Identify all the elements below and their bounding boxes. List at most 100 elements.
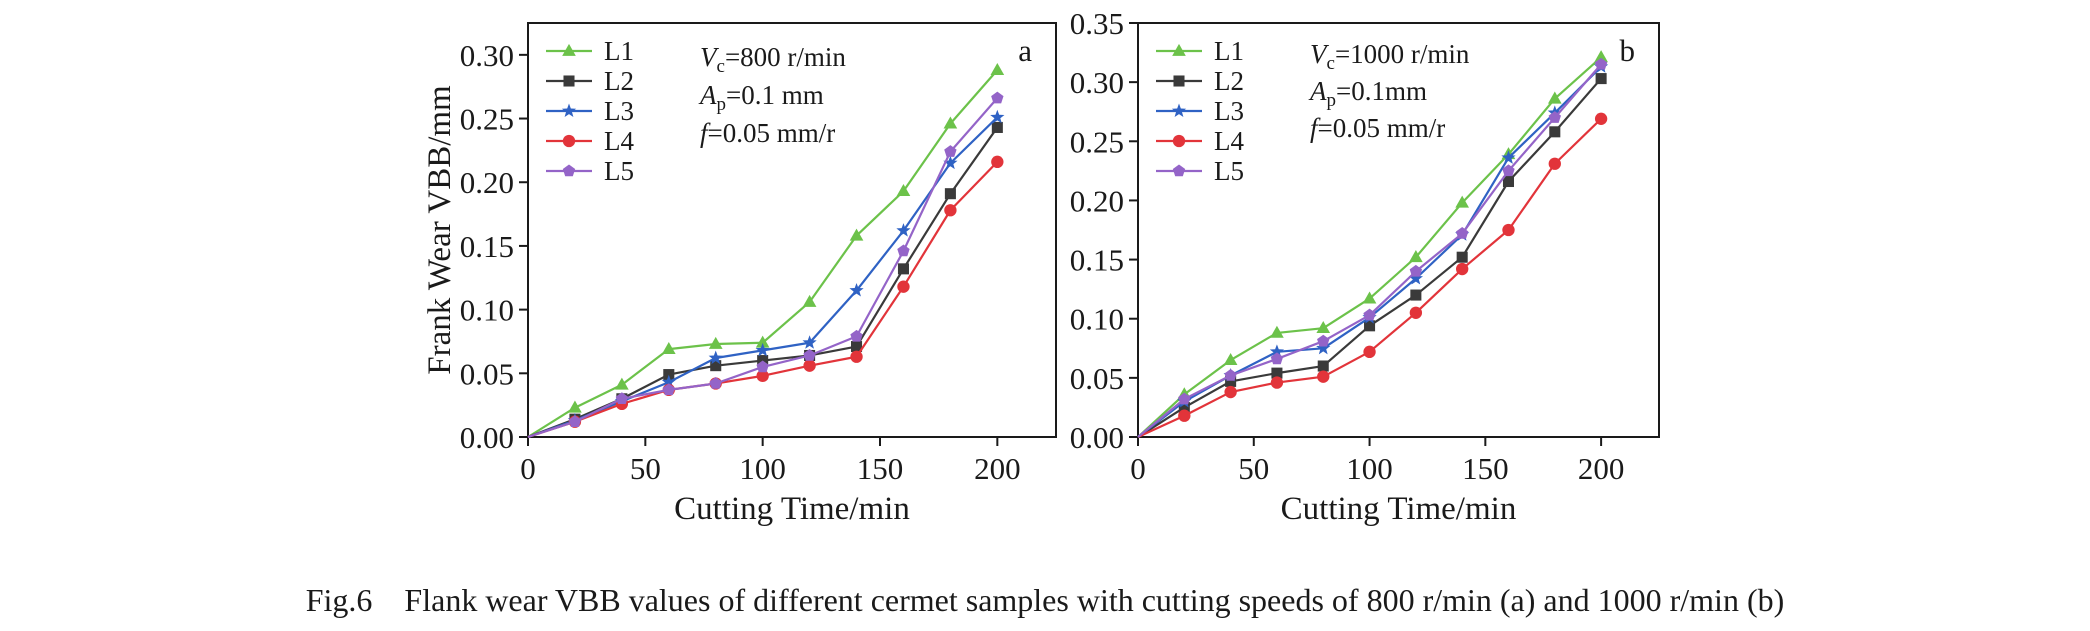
x-tick-label: 200 <box>1578 451 1625 486</box>
y-axis-title: Frank Wear VBB/mm <box>422 85 458 375</box>
legend-marker <box>562 43 576 56</box>
data-point-L5 <box>991 91 1004 104</box>
data-point-L5 <box>756 360 769 373</box>
legend-label: L2 <box>1214 66 1244 96</box>
data-point-L3 <box>896 223 911 237</box>
data-point-L5 <box>1456 227 1469 239</box>
data-point-L5 <box>662 383 675 396</box>
y-tick-label: 0.00 <box>1070 420 1124 455</box>
x-tick-label: 200 <box>974 451 1021 486</box>
legend-item-L5: L5 <box>546 156 634 186</box>
data-point-L4 <box>1363 345 1376 359</box>
data-point-L3 <box>849 283 864 297</box>
data-point-L4 <box>991 155 1004 169</box>
data-point-L2 <box>1364 320 1376 332</box>
data-point-L1 <box>896 183 911 197</box>
legend-marker <box>1171 103 1187 118</box>
x-tick-label: 0 <box>520 451 536 486</box>
data-point-L4 <box>897 280 910 293</box>
parameter-f: f=0.05 mm/r <box>1310 113 1445 143</box>
data-point-L4 <box>1270 376 1284 389</box>
y-tick-label: 0.05 <box>460 356 514 391</box>
data-point-L5 <box>897 244 910 257</box>
data-point-L3 <box>755 342 770 357</box>
data-point-L5 <box>1548 111 1561 123</box>
data-point-L2 <box>991 121 1003 133</box>
parameter-vc: Vc=1000 r/min <box>1310 39 1470 74</box>
data-point-L3 <box>1269 344 1285 358</box>
series-L5 <box>1137 57 1608 438</box>
data-point-L3 <box>990 109 1005 124</box>
data-point-L3 <box>708 350 723 365</box>
data-point-L5 <box>944 145 957 157</box>
y-tick-label: 0.30 <box>1070 65 1124 100</box>
data-point-L5 <box>709 377 722 389</box>
legend-label: L2 <box>604 66 634 96</box>
x-tick-label: 50 <box>1238 451 1269 486</box>
series-L2 <box>527 121 1003 439</box>
data-point-L1 <box>708 336 723 349</box>
x-tick-label: 100 <box>1346 451 1393 486</box>
legend-item-L5: L5 <box>1156 156 1244 186</box>
legend-marker <box>562 164 576 177</box>
chart-panel-b: 0 50 100 150 200 0.00 0.05 0.10 0.15 0.20 0.25 0.30… <box>1070 6 1660 527</box>
data-point-L5 <box>1178 392 1191 405</box>
series-line-L5 <box>527 97 999 439</box>
series-line-L2 <box>527 126 999 439</box>
x-axis-title: Cutting Time/min <box>674 491 910 527</box>
y-tick-label: 0.05 <box>1070 361 1124 396</box>
data-point-L1 <box>1270 325 1284 338</box>
data-point-L4 <box>1178 409 1191 422</box>
y-tick-label: 0.15 <box>460 229 514 264</box>
y-tick-label: 0.35 <box>1070 6 1124 41</box>
legend-marker <box>561 103 577 118</box>
data-point-L1 <box>568 400 582 413</box>
data-point-L4 <box>1456 262 1469 276</box>
data-point-L1 <box>849 228 864 241</box>
data-point-L4 <box>1224 385 1237 399</box>
data-point-L4 <box>1409 306 1423 319</box>
series-L1 <box>1137 50 1608 438</box>
panel-label: a <box>1018 33 1032 68</box>
data-point-L3 <box>1501 150 1516 164</box>
legend-marker <box>1172 164 1186 177</box>
legend-item-L3: L3 <box>546 96 634 126</box>
data-point-L2 <box>1595 73 1607 85</box>
x-tick-label: 150 <box>857 451 904 486</box>
x-tick-label: 50 <box>630 451 661 486</box>
legend-label: L4 <box>1214 126 1244 156</box>
data-point-L1 <box>1223 352 1238 365</box>
data-point-L1 <box>661 341 676 354</box>
data-point-L5 <box>1594 57 1608 70</box>
data-point-L1 <box>990 62 1005 76</box>
data-point-L2 <box>1549 126 1561 138</box>
series-L4 <box>1137 112 1608 438</box>
data-point-L2 <box>1317 360 1329 372</box>
data-point-L5 <box>615 392 629 405</box>
legend-marker <box>1172 43 1186 56</box>
series-L5 <box>527 91 1004 439</box>
legend-label: L3 <box>1214 96 1244 126</box>
legend-label: L4 <box>604 126 634 156</box>
legend-item-L4: L4 <box>546 126 634 156</box>
data-point-L2 <box>1271 367 1283 379</box>
y-tick-label: 0.15 <box>1070 243 1124 278</box>
data-point-L4 <box>803 359 816 372</box>
legend-item-L2: L2 <box>546 66 634 96</box>
parameter-vc: Vc=800 r/min <box>700 42 846 77</box>
legend-label: L5 <box>1214 156 1244 186</box>
data-point-L1 <box>943 116 958 129</box>
legend-marker <box>1172 134 1186 148</box>
data-point-L4 <box>1594 112 1608 125</box>
y-tick-label: 0.25 <box>460 102 514 137</box>
data-point-L5 <box>803 348 816 361</box>
data-point-L3 <box>661 374 676 389</box>
data-point-L4 <box>850 350 863 363</box>
legend-item-L3: L3 <box>1156 96 1244 126</box>
data-point-L5 <box>1317 334 1330 347</box>
legend-item-L2: L2 <box>1156 66 1244 96</box>
chart-panel-a: 0 50 100 150 200 0.00 0.05 0.10 0.15 0.20 0.25 0.30… <box>422 22 1057 527</box>
data-point-L2 <box>1410 289 1422 301</box>
